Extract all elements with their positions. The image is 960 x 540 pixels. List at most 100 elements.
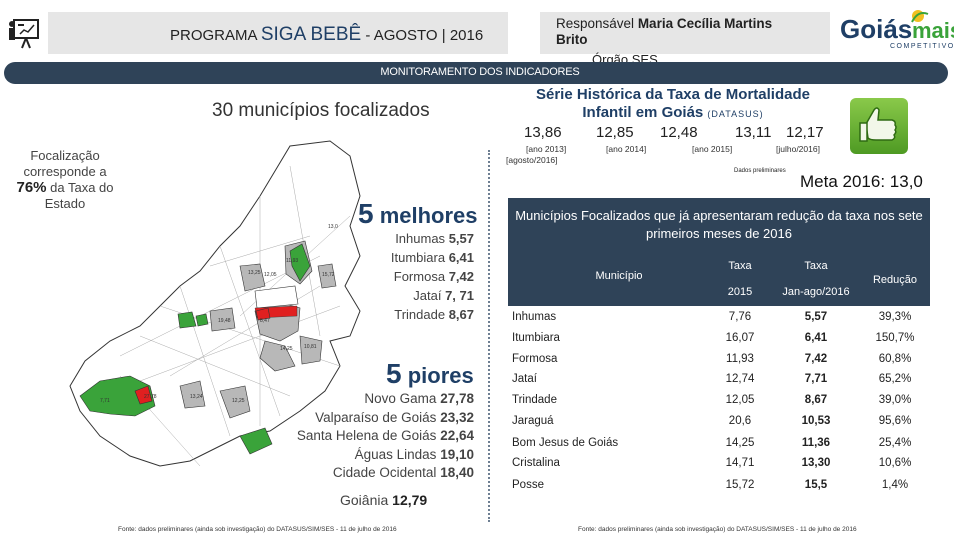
map-value-label: 12,25 <box>232 398 245 404</box>
list-item: Cidade Ocidental 18,40 <box>332 465 474 480</box>
cell-municipio: Posse <box>512 479 544 491</box>
cell-reducao: 10,6% <box>878 457 912 469</box>
program-title: PROGRAMA SIGA BEBÊ - AGOSTO | 2016 <box>170 24 484 45</box>
svg-text:Goiás: Goiás <box>840 14 912 44</box>
column-header-taxa-2015: Taxa <box>728 260 752 272</box>
table-row: Jaraguá 20,6 10,53 95,6% <box>508 412 930 433</box>
cell-municipio: Cristalina <box>512 457 560 469</box>
cell-taxa-2015: 16,07 <box>725 332 755 344</box>
serie-label: [ano 2013] <box>526 144 567 154</box>
serie-label: [ano 2014] <box>606 144 647 154</box>
cell-taxa-2015: 14,25 <box>725 437 755 449</box>
cell-reducao: 1,4% <box>881 479 909 491</box>
monitoring-bar <box>4 62 948 84</box>
cell-taxa-2015: 12,74 <box>725 373 755 385</box>
serie-label: [agosto/2016] <box>506 155 558 165</box>
cell-taxa-2016: 6,41 <box>804 332 828 344</box>
table-title: Municípios Focalizados que já apresentar… <box>515 208 923 241</box>
goiania-value: Goiânia 12,79 <box>340 492 428 508</box>
cell-municipio: Jaraguá <box>512 415 554 427</box>
cell-reducao: 95,6% <box>878 415 912 427</box>
serie-value: 12,85 <box>596 124 634 141</box>
cell-taxa-2015: 14,71 <box>725 457 755 469</box>
table-row: Cristalina 14,71 13,30 10,6% <box>508 454 930 475</box>
list-item: Trindade 8,67 <box>394 307 474 322</box>
cell-taxa-2016: 13,30 <box>801 457 831 469</box>
presentation-board-icon <box>6 16 42 52</box>
table-header: Município Taxa 2015 Taxa Jan-ago/2016 Re… <box>508 250 930 306</box>
cell-taxa-2016: 5,57 <box>804 311 828 323</box>
serie-value: 12,48 <box>660 124 698 141</box>
cell-reducao: 39,0% <box>878 394 912 406</box>
serie-historica-title: Série Histórica da Taxa de Mortalidade I… <box>536 86 810 121</box>
goias-municipalities-map: 13,0 12,05 11,93 15,72 13,25 19,48 27,78 14,25 1… <box>60 136 480 496</box>
svg-text:COMPETITIVO: COMPETITIVO <box>890 43 954 50</box>
cell-taxa-2015: 11,93 <box>726 353 754 365</box>
source-note-left: Fonte: dados preliminares (ainda sob inv… <box>118 526 397 533</box>
list-item: Inhumas 5,57 <box>395 231 474 246</box>
table-row: Itumbiara 16,07 6,41 150,7% <box>508 329 930 350</box>
map-value-label: 14,25 <box>280 346 293 352</box>
divider <box>488 150 490 522</box>
list-item: Santa Helena de Goiás 22,64 <box>296 428 474 443</box>
serie-value: 13,11 <box>735 124 772 141</box>
cell-taxa-2016: 7,42 <box>804 353 828 365</box>
cell-taxa-2016: 11,36 <box>801 437 831 449</box>
map-value-label: 8,47 <box>260 318 270 324</box>
cell-taxa-2016: 8,67 <box>804 394 828 406</box>
list-item: Águas Lindas 19,10 <box>354 446 474 462</box>
map-value-label: 13,0 <box>328 224 338 230</box>
table-row: Trindade 12,05 8,67 39,0% <box>508 391 930 412</box>
serie-label: [ano 2015] <box>692 144 733 154</box>
list-item: Novo Gama 27,78 <box>364 391 474 406</box>
table-row: Jataí 12,74 7,71 65,2% <box>508 370 930 391</box>
map-value-label: 7,71 <box>100 398 110 404</box>
map-value-label: 27,78 <box>144 394 157 400</box>
cell-reducao: 150,7% <box>875 332 915 344</box>
responsavel-background <box>540 12 830 54</box>
dados-preliminares-note: Dados preliminares <box>734 168 786 174</box>
cell-taxa-2015: 20,6 <box>728 415 752 427</box>
focalizacao-text: Focalização corresponde a 76% da Taxa do… <box>16 148 114 211</box>
melhores-list: Inhumas 5,57 Itumbiara 6,41 Formosa 7,42… <box>340 229 474 324</box>
list-item: Formosa 7,42 <box>393 269 474 284</box>
serie-value: 13,86 <box>524 124 562 141</box>
responsavel-info: Responsável Maria Cecília Martins Brito <box>556 16 773 47</box>
table-title-bar <box>508 198 930 250</box>
table-row: Bom Jesus de Goiás 14,25 11,36 25,4% <box>508 434 930 455</box>
table-row: Inhumas 7,76 5,57 39,3% <box>508 308 930 329</box>
map-value-label: 12,05 <box>264 272 277 278</box>
cell-taxa-2016: 15,5 <box>804 479 828 491</box>
cell-municipio: Inhumas <box>512 311 557 323</box>
cell-reducao: 60,8% <box>878 353 912 365</box>
map-value-label: 19,48 <box>218 318 231 324</box>
cell-taxa-2015: 7,76 <box>728 311 752 323</box>
table-row: Formosa 11,93 7,42 60,8% <box>508 350 930 371</box>
map-value-label: 11,93 <box>286 258 298 264</box>
cell-taxa-2015: 12,05 <box>725 394 755 406</box>
cell-reducao: 65,2% <box>878 373 912 385</box>
meta-2016: Meta 2016: 13,0 <box>800 172 923 191</box>
monitoring-title: MONITORAMENTO DOS INDICADORES <box>380 66 580 78</box>
cell-municipio: Bom Jesus de Goiás <box>512 437 619 449</box>
piores-list: Novo Gama 27,78 Valparaíso de Goiás 23,3… <box>260 390 474 483</box>
source-note-right: Fonte: dados preliminares (ainda sob inv… <box>578 526 857 533</box>
list-item: Itumbiara 6,41 <box>390 250 474 265</box>
map-value-label: 13,25 <box>248 270 261 276</box>
column-header-taxa-2015-sub: 2015 <box>727 286 753 298</box>
serie-value: 12,17 <box>786 124 824 141</box>
cell-reducao: 39,3% <box>878 311 912 323</box>
serie-label: [julho/2016] <box>776 144 820 154</box>
table-row: Posse 15,72 15,5 1,4% <box>508 476 930 497</box>
column-header-taxa-2016-sub: Jan-ago/2016 <box>782 286 850 298</box>
list-item: Valparaíso de Goiás 23,32 <box>315 409 474 425</box>
cell-municipio: Trindade <box>512 394 557 406</box>
column-header-municipio: Município <box>595 270 643 282</box>
map-value-label: 10,81 <box>304 344 317 350</box>
municipios-focalizados: 30 municípios focalizados <box>212 100 430 121</box>
list-item: Jataí 7, 71 <box>413 288 474 303</box>
svg-text:mais: mais <box>912 18 954 43</box>
thumbs-up-icon <box>850 98 908 154</box>
cell-taxa-2016: 10,53 <box>801 415 831 427</box>
cell-municipio: Formosa <box>512 353 558 365</box>
